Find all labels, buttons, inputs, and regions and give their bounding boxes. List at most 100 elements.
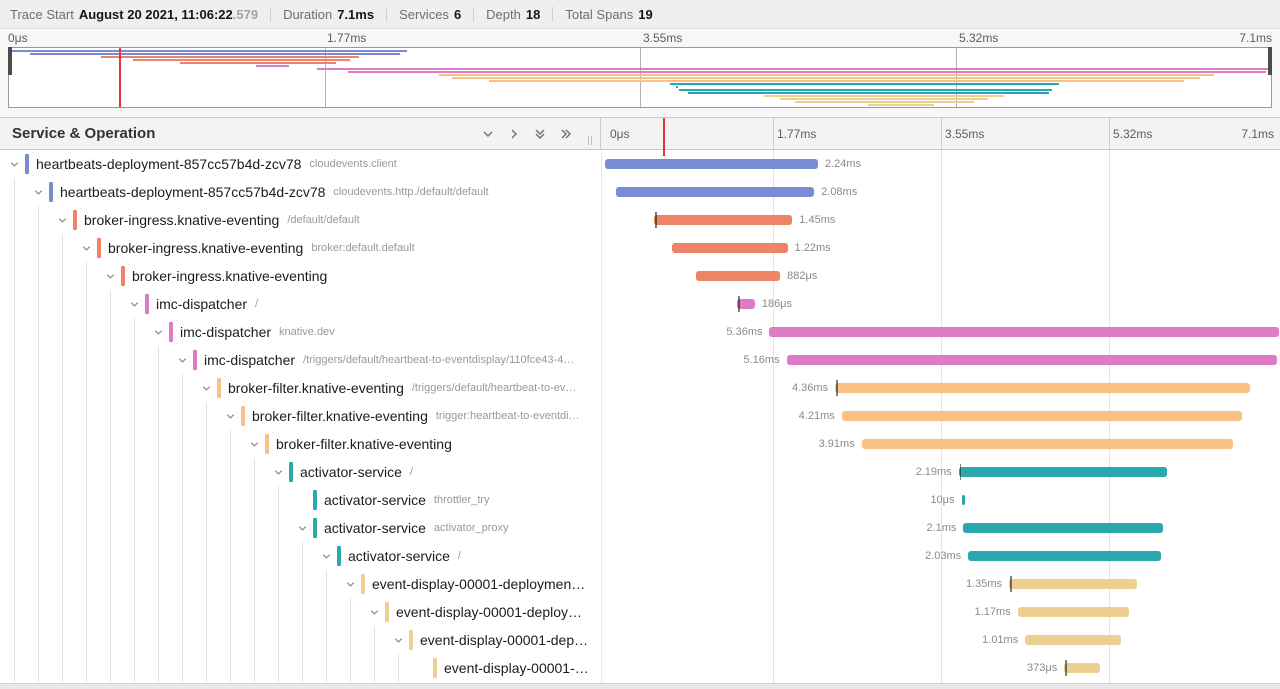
span-bar[interactable] <box>696 271 781 281</box>
span-bar[interactable] <box>963 523 1164 533</box>
span-row[interactable]: event-display-00001-… 373μs <box>0 654 1280 682</box>
column-resizer[interactable] <box>588 136 592 145</box>
span-name-cell[interactable]: broker-ingress.knative-eventing broker:de… <box>0 234 601 262</box>
tree-indent-guide <box>38 262 39 290</box>
trace-minimap: 0μs 1.77ms 3.55ms 5.32ms 7.1ms <box>0 29 1280 117</box>
tree-indent-guide <box>62 234 63 262</box>
chevron-spacer <box>416 662 428 674</box>
span-bar[interactable] <box>1009 579 1138 589</box>
minimap-canvas[interactable] <box>8 47 1272 108</box>
span-name-cell[interactable]: event-display-00001-… <box>0 654 601 682</box>
chevron-down-icon[interactable] <box>152 326 164 338</box>
span-row[interactable]: event-display-00001-deploymen… 1.35ms <box>0 570 1280 598</box>
chevron-down-icon[interactable] <box>8 158 20 170</box>
tree-indent-guide <box>254 570 255 598</box>
span-name-cell[interactable]: event-display-00001-dep… <box>0 626 601 654</box>
tree-indent-guide <box>398 654 399 682</box>
span-row[interactable]: heartbeats-deployment-857cc57b4d-zcv78 cl… <box>0 178 1280 206</box>
horizontal-scrollbar-track[interactable] <box>0 683 1280 689</box>
span-name-cell[interactable]: broker-ingress.knative-eventing <box>0 262 601 290</box>
tree-indent-guide <box>14 402 15 430</box>
chevron-down-icon[interactable] <box>80 242 92 254</box>
chevron-right-icon[interactable] <box>506 126 522 142</box>
span-duration-label: 3.91ms <box>818 438 855 450</box>
chevron-down-icon[interactable] <box>32 186 44 198</box>
span-name-cell[interactable]: broker-filter.knative-eventing/triggers/… <box>0 374 601 402</box>
span-name-cell[interactable]: imc-dispatcher knative.dev <box>0 318 601 346</box>
span-bar[interactable] <box>961 495 965 505</box>
span-service-name: imc-dispatcher <box>204 352 296 368</box>
span-row[interactable]: broker-ingress.knative-eventing/default/… <box>0 206 1280 234</box>
chevron-down-icon[interactable] <box>176 354 188 366</box>
tree-indent-guide <box>110 598 111 626</box>
span-row[interactable]: activator-service / 2.19ms <box>0 458 1280 486</box>
span-row[interactable]: event-display-00001-deploy… 1.17ms <box>0 598 1280 626</box>
minimap-cursor-line[interactable] <box>118 48 121 107</box>
span-row[interactable]: activator-service throttler_try 10μs <box>0 486 1280 514</box>
span-row[interactable]: heartbeats-deployment-857cc57b4d-zcv78 cl… <box>0 150 1280 178</box>
span-row[interactable]: broker-ingress.knative-eventing 882μs <box>0 262 1280 290</box>
span-name-cell[interactable]: imc-dispatcher/triggers/default/heartbea… <box>0 346 601 374</box>
chevron-down-icon[interactable] <box>224 410 236 422</box>
span-row[interactable]: imc-dispatcher / 186μs <box>0 290 1280 318</box>
double-chevron-down-icon[interactable] <box>532 126 548 142</box>
span-bar[interactable] <box>671 243 788 253</box>
span-row[interactable]: broker-filter.knative-eventing/triggers/… <box>0 374 1280 402</box>
span-bar[interactable] <box>1064 663 1100 673</box>
span-row[interactable]: imc-dispatcher knative.dev 5.36ms <box>0 318 1280 346</box>
span-name-cell[interactable]: activator-service activator_proxy <box>0 514 601 542</box>
span-row[interactable]: imc-dispatcher/triggers/default/heartbea… <box>0 346 1280 374</box>
span-name-cell[interactable]: heartbeats-deployment-857cc57b4d-zcv78 cl… <box>0 178 601 206</box>
chevron-down-icon[interactable] <box>368 606 380 618</box>
span-bar[interactable] <box>654 215 793 225</box>
span-row[interactable]: event-display-00001-dep… 1.01ms <box>0 626 1280 654</box>
span-name-cell[interactable]: imc-dispatcher / <box>0 290 601 318</box>
span-bar[interactable] <box>841 411 1242 421</box>
span-name-content: activator-service activator_proxy <box>0 514 509 542</box>
span-bar[interactable] <box>737 299 755 309</box>
tree-indent-guide <box>110 514 111 542</box>
span-bar[interactable] <box>1017 607 1129 617</box>
span-name-cell[interactable]: broker-filter.knative-eventing <box>0 430 601 458</box>
chevron-down-icon[interactable] <box>56 214 68 226</box>
chevron-down-icon[interactable] <box>296 522 308 534</box>
chevron-down-icon[interactable] <box>320 550 332 562</box>
minimap-right-drag-handle[interactable] <box>1268 47 1272 75</box>
span-bar[interactable] <box>1025 635 1122 645</box>
span-bar[interactable] <box>968 551 1162 561</box>
chevron-down-icon[interactable] <box>128 298 140 310</box>
chevron-down-icon[interactable] <box>272 466 284 478</box>
tree-indent-guide <box>134 514 135 542</box>
span-name-cell[interactable]: broker-ingress.knative-eventing/default/… <box>0 206 601 234</box>
span-bar[interactable] <box>605 159 818 169</box>
chevron-down-icon[interactable] <box>344 578 356 590</box>
span-row[interactable]: broker-ingress.knative-eventing broker:de… <box>0 234 1280 262</box>
span-name-cell[interactable]: activator-service throttler_try <box>0 486 601 514</box>
chevron-down-icon[interactable] <box>248 438 260 450</box>
span-bar[interactable] <box>835 383 1250 393</box>
chevron-down-icon[interactable] <box>104 270 116 282</box>
chevron-down-icon[interactable] <box>200 382 212 394</box>
span-name-cell[interactable]: event-display-00001-deploymen… <box>0 570 601 598</box>
span-row[interactable]: activator-service / 2.03ms <box>0 542 1280 570</box>
span-bar[interactable] <box>769 327 1280 337</box>
span-name-cell[interactable]: activator-service / <box>0 458 601 486</box>
span-name-cell[interactable]: heartbeats-deployment-857cc57b4d-zcv78 cl… <box>0 150 601 178</box>
span-bar[interactable] <box>958 467 1167 477</box>
span-duration-label: 1.22ms <box>794 242 831 254</box>
span-row[interactable]: activator-service activator_proxy 2.1ms <box>0 514 1280 542</box>
span-bar[interactable] <box>786 355 1278 365</box>
chevron-down-icon[interactable] <box>392 634 404 646</box>
span-name-cell[interactable]: activator-service / <box>0 542 601 570</box>
chevron-down-icon[interactable] <box>480 126 496 142</box>
double-chevron-right-icon[interactable] <box>558 126 574 142</box>
span-row[interactable]: broker-filter.knative-eventing 3.91ms <box>0 430 1280 458</box>
span-bar[interactable] <box>861 439 1234 449</box>
span-row[interactable]: broker-filter.knative-eventing trigger:he… <box>0 402 1280 430</box>
span-bar[interactable] <box>616 187 815 197</box>
minimap-left-drag-handle[interactable] <box>8 47 12 75</box>
span-name-cell[interactable]: broker-filter.knative-eventing trigger:he… <box>0 402 601 430</box>
tree-indent-guide <box>158 570 159 598</box>
tree-indent-guide <box>134 570 135 598</box>
span-name-cell[interactable]: event-display-00001-deploy… <box>0 598 601 626</box>
